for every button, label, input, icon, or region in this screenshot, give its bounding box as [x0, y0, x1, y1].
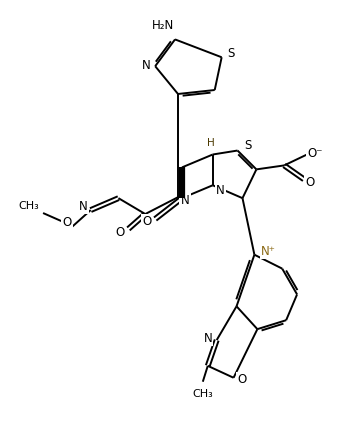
Text: O: O: [116, 226, 125, 239]
Text: N: N: [181, 194, 189, 207]
Text: N: N: [79, 200, 88, 212]
Text: S: S: [244, 139, 251, 152]
Text: N⁺: N⁺: [261, 245, 276, 258]
Text: H: H: [207, 138, 215, 148]
Text: S: S: [227, 47, 234, 60]
Text: N: N: [203, 332, 212, 344]
Text: O: O: [237, 373, 246, 386]
Text: H₂N: H₂N: [152, 19, 174, 32]
Text: CH₃: CH₃: [19, 201, 40, 211]
Text: O: O: [142, 215, 152, 229]
Text: CH₃: CH₃: [192, 388, 213, 399]
Text: N: N: [216, 184, 225, 197]
Text: O⁻: O⁻: [307, 147, 323, 160]
Text: O: O: [62, 216, 71, 229]
Text: O: O: [305, 176, 315, 189]
Text: N: N: [142, 59, 151, 72]
